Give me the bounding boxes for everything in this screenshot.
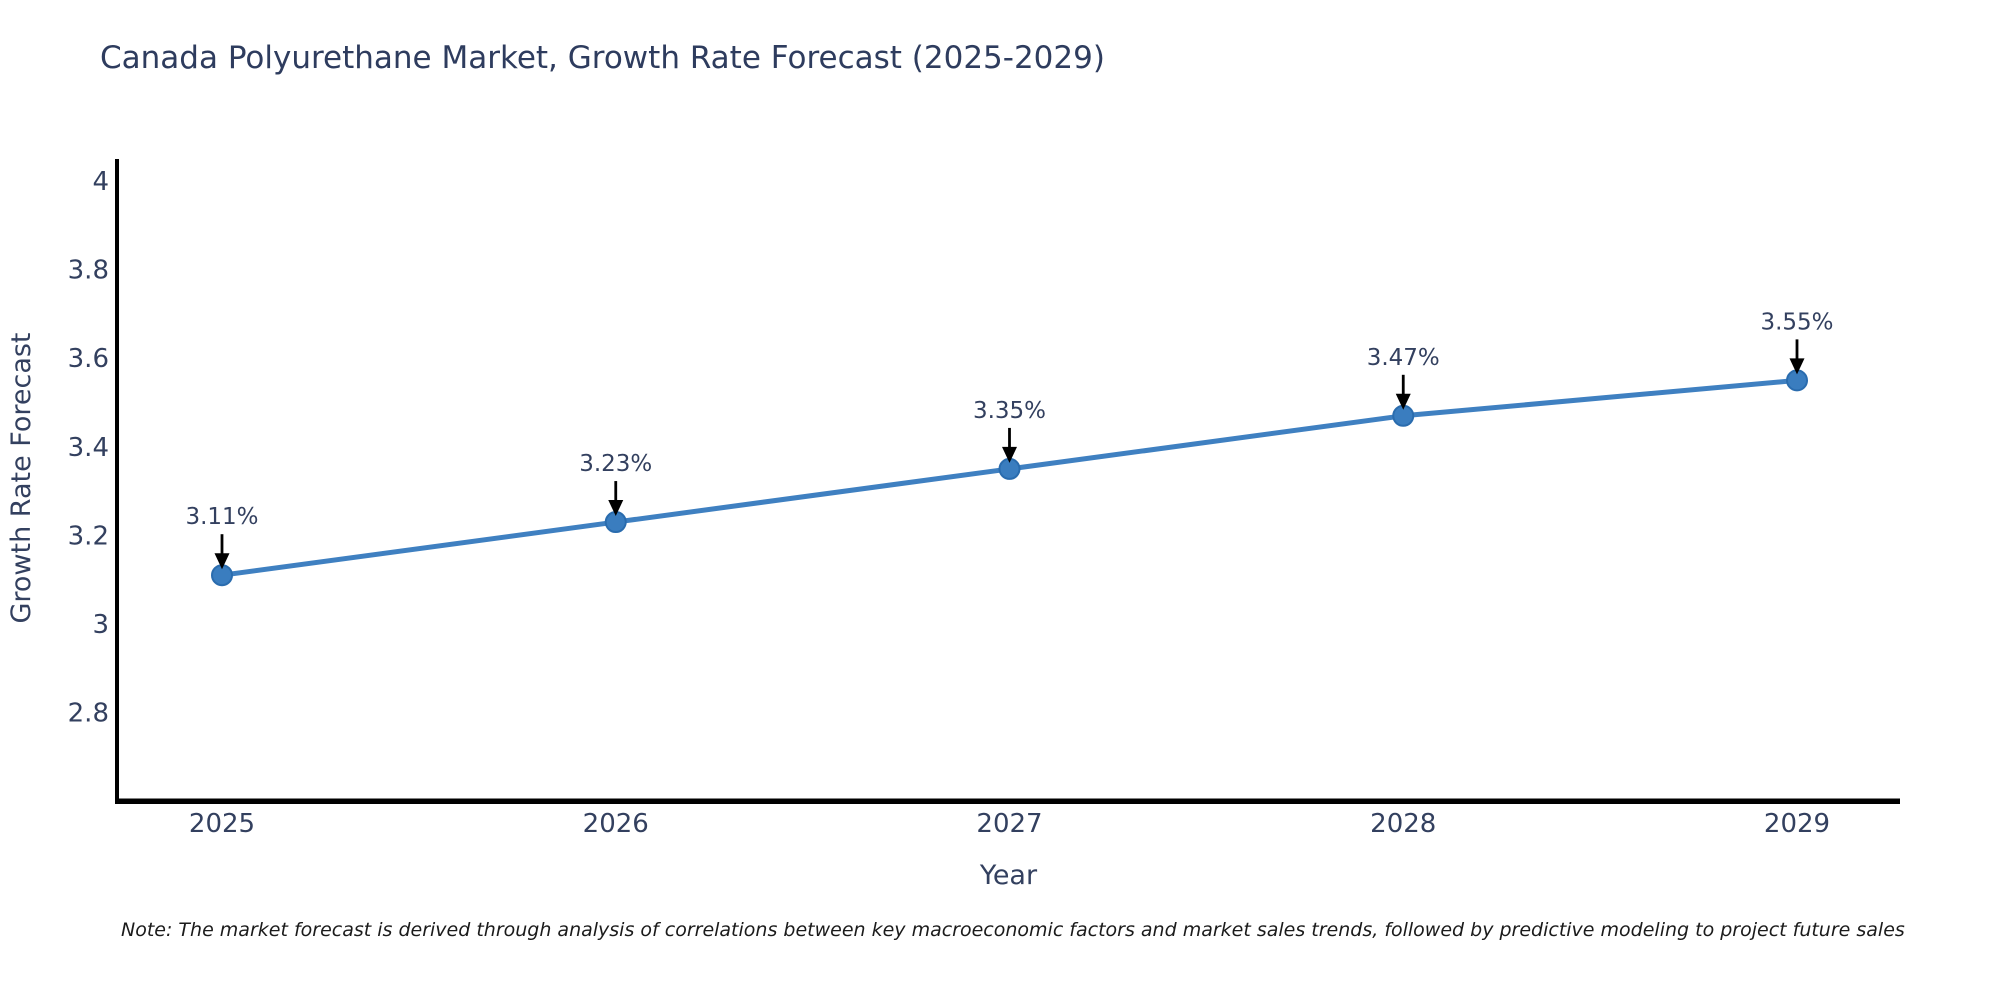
y-tick-label: 3 — [92, 610, 109, 640]
y-axis-title: Growth Rate Forecast — [6, 332, 37, 623]
data-label: 3.23% — [579, 451, 652, 477]
data-label: 3.55% — [1760, 309, 1833, 335]
annotation-arrowhead — [1002, 446, 1017, 463]
footnote: Note: The market forecast is derived thr… — [121, 919, 1905, 941]
x-tick-label: 2028 — [1370, 809, 1436, 839]
x-tick-label: 2029 — [1764, 809, 1830, 839]
x-tick-label: 2025 — [189, 809, 255, 839]
chart-title: Canada Polyurethane Market, Growth Rate … — [100, 40, 1105, 76]
y-tick-label: 3.8 — [68, 256, 109, 286]
data-label: 3.47% — [1367, 345, 1440, 371]
y-tick-label: 3.2 — [68, 521, 109, 551]
annotation-arrowhead — [1395, 393, 1411, 410]
x-tick-label: 2027 — [976, 809, 1042, 839]
x-axis-title: Year — [979, 860, 1038, 891]
annotation-arrowhead — [1789, 358, 1805, 375]
data-label: 3.35% — [973, 398, 1046, 424]
y-tick-label: 2.8 — [68, 698, 109, 728]
annotation-arrowhead — [608, 500, 624, 517]
y-tick-label: 4 — [92, 167, 109, 197]
annotation-arrowhead — [214, 553, 230, 570]
data-label: 3.11% — [185, 504, 258, 530]
y-tick-label: 3.4 — [68, 433, 109, 463]
x-tick-label: 2026 — [583, 809, 649, 839]
y-tick-label: 3.6 — [68, 344, 109, 374]
